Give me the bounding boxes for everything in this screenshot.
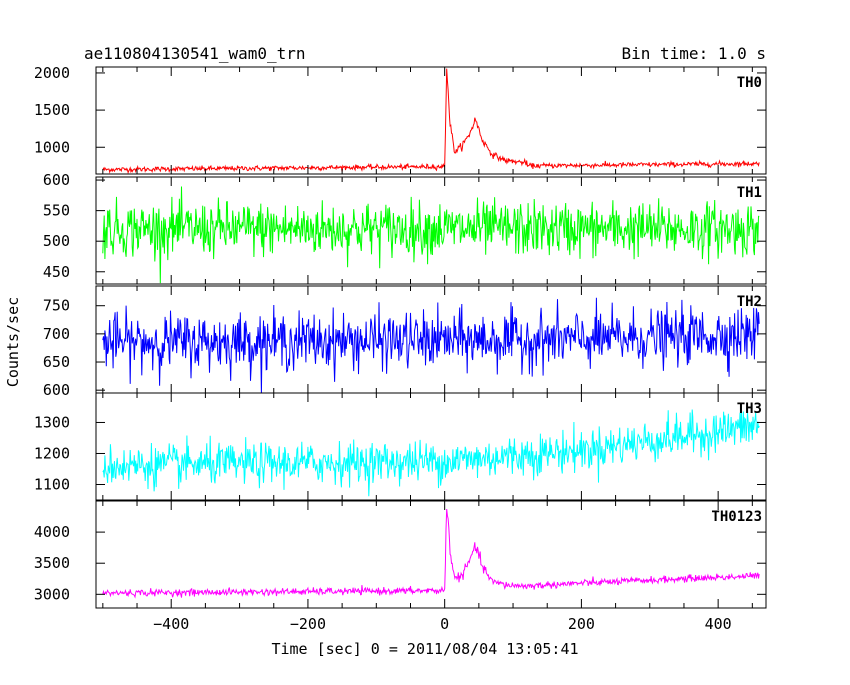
panel-frame (95, 176, 767, 285)
panels-group: 100015002000TH0450500550600TH16006507007… (34, 64, 767, 633)
y-tick-label: 600 (43, 381, 70, 399)
series-line-th2 (102, 297, 760, 393)
y-tick-label: 600 (43, 171, 70, 189)
panel-th0: 1000 1500 2000 TH0 (34, 64, 767, 175)
y-tick-label: 3000 (34, 585, 70, 603)
y-tick-label: 3500 (34, 554, 70, 572)
panel-th2: 600 650 700 750 TH2 (43, 285, 767, 399)
y-tick-label: 1100 (34, 475, 70, 493)
y-tick-label: 4000 (34, 523, 70, 541)
y-tick-label: 500 (43, 232, 70, 250)
y-tick-label: 1200 (34, 444, 70, 462)
panel-frame (95, 66, 767, 175)
chart-title: ae110804130541_wam0_trn (84, 44, 306, 63)
series-line-th0 (102, 68, 760, 174)
y-tick-label: 1000 (34, 138, 70, 156)
panel-label-th1: TH1 (737, 185, 762, 201)
x-tick-label: 200 (568, 615, 595, 633)
x-tick-label: 400 (705, 615, 732, 633)
panel-label-th2: TH2 (737, 294, 762, 310)
panel-frame (95, 500, 767, 609)
x-tick-label: −200 (290, 615, 326, 633)
series-line-th3 (102, 405, 760, 497)
panel-frame (95, 392, 767, 501)
y-axis-label: Counts/sec (4, 297, 22, 387)
panel-label-th0123: TH0123 (711, 509, 762, 525)
y-tick-label: 700 (43, 325, 70, 343)
panel-label-th0: TH0 (737, 75, 762, 91)
y-tick-label: 450 (43, 263, 70, 281)
y-tick-label: 1300 (34, 413, 70, 431)
x-tick-label: 0 (440, 615, 449, 633)
panel-label-th3: TH3 (737, 401, 762, 417)
panel-th3: 1100 1200 1300 TH3 (34, 392, 767, 501)
x-tick-label: −400 (153, 615, 189, 633)
series-line-th0123 (102, 508, 760, 599)
panel-th1: 450 500 550 600 TH1 (43, 171, 767, 285)
y-tick-label: 2000 (34, 64, 70, 82)
panel-th0123: 3000 3500 4000 TH0123 (34, 500, 767, 609)
bin-time-label: Bin time: 1.0 s (622, 44, 767, 63)
y-tick-label: 750 (43, 297, 70, 315)
x-axis-label: Time [sec] 0 = 2011/08/04 13:05:41 (271, 640, 578, 658)
y-tick-label: 1500 (34, 101, 70, 119)
series-line-th1 (102, 186, 760, 284)
y-tick-label: 650 (43, 353, 70, 371)
y-tick-label: 550 (43, 202, 70, 220)
